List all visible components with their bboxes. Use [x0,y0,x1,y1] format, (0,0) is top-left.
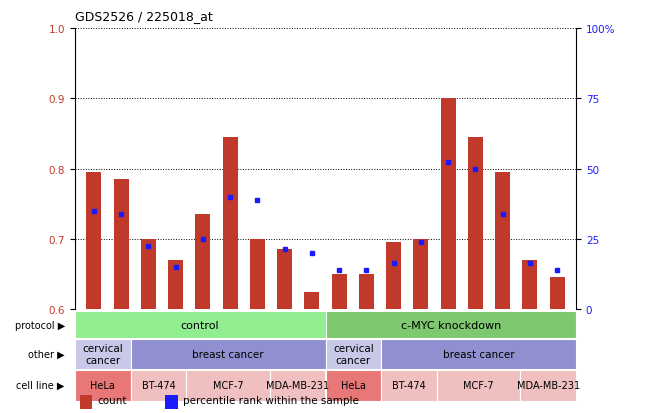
Bar [326,370,381,401]
Bar [331,274,346,309]
Bar [223,138,238,309]
Bar [165,395,178,409]
Bar [326,339,381,369]
Bar [468,138,483,309]
Text: breast cancer: breast cancer [443,349,514,359]
Text: breast cancer: breast cancer [192,349,264,359]
Text: c-MYC knockdown: c-MYC knockdown [401,320,501,330]
Bar [75,311,326,338]
Bar [520,370,576,401]
Bar [495,173,510,309]
Bar [381,339,576,369]
Text: MCF-7: MCF-7 [213,380,243,390]
Bar [522,260,537,309]
Bar [270,370,326,401]
Bar [186,370,270,401]
Bar [381,370,437,401]
Bar [250,239,265,309]
Bar [305,292,320,309]
Text: count: count [98,394,127,405]
Text: BT-474: BT-474 [392,380,426,390]
Bar [195,215,210,309]
Bar [277,250,292,309]
Text: control: control [181,320,219,330]
Bar [114,180,129,309]
Text: HeLa: HeLa [341,380,366,390]
Text: cell line ▶: cell line ▶ [16,380,65,390]
Bar [131,339,326,369]
Bar [413,239,428,309]
Bar [437,370,520,401]
Bar [549,278,564,309]
Bar [131,370,186,401]
Bar [386,243,401,309]
Text: HeLa: HeLa [90,380,115,390]
Text: cervical
cancer: cervical cancer [333,343,374,365]
Text: MCF-7: MCF-7 [464,380,494,390]
Text: other ▶: other ▶ [28,349,65,359]
Text: percentile rank within the sample: percentile rank within the sample [183,394,359,405]
Bar [80,395,92,409]
Bar [141,239,156,309]
Text: MDA-MB-231: MDA-MB-231 [266,380,329,390]
Text: cervical
cancer: cervical cancer [82,343,123,365]
Bar [168,260,183,309]
Text: protocol ▶: protocol ▶ [14,320,65,330]
Text: MDA-MB-231: MDA-MB-231 [517,380,580,390]
Bar [75,370,131,401]
Bar [326,311,576,338]
Bar [441,99,456,309]
Bar [87,173,102,309]
Bar [75,339,131,369]
Text: GDS2526 / 225018_at: GDS2526 / 225018_at [75,10,213,23]
Text: BT-474: BT-474 [141,380,175,390]
Bar [359,274,374,309]
